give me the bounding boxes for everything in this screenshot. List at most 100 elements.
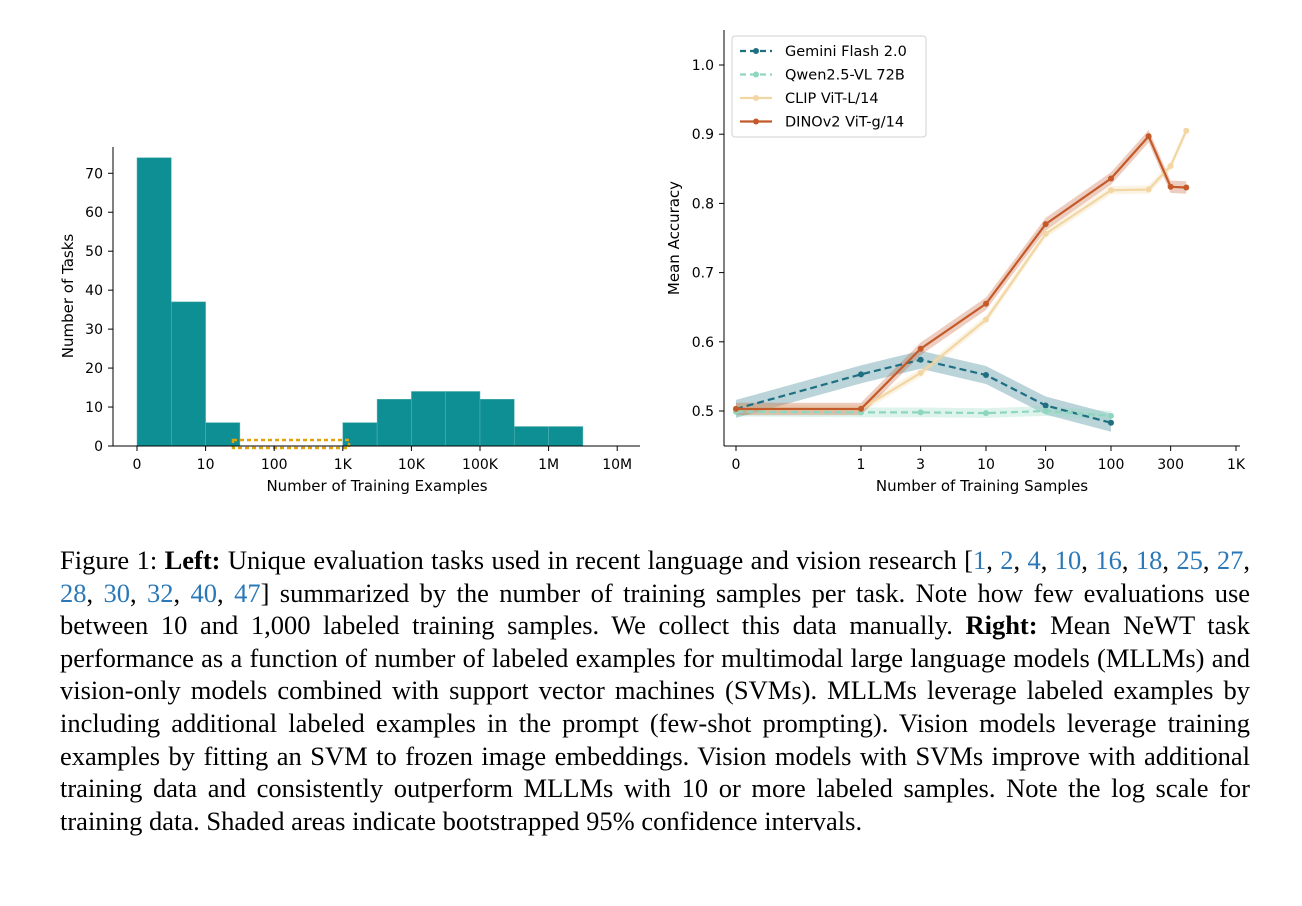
data-point <box>983 300 989 307</box>
line-y-ticks: 0.5 0.6 0.7 0.8 0.9 1.0 <box>692 58 724 420</box>
data-point <box>1167 183 1174 190</box>
citation-link[interactable]: 2 <box>1000 545 1014 575</box>
right-label: Right: <box>965 610 1038 641</box>
histogram-x-tick-label: 100 <box>261 457 288 473</box>
histogram-chart: 0 10 100 1K 10K 100K 1M 10M 0 10 20 30 40 50 60 70 Num… <box>59 147 640 495</box>
histogram-y-tick-label: 60 <box>85 205 103 221</box>
histogram-x-tick-label: 0 <box>133 457 142 473</box>
histogram-y-tick-label: 70 <box>85 166 103 182</box>
line-x-tick-label: 1 <box>857 457 866 473</box>
line-y-tick-label: 0.5 <box>692 404 714 420</box>
citation-link[interactable]: 32 <box>147 577 174 608</box>
citation-link[interactable]: 16 <box>1095 545 1122 575</box>
data-point <box>1108 187 1114 194</box>
legend-label: DINOv2 ViT-g/14 <box>785 115 904 131</box>
legend-label: CLIP ViT-L/14 <box>785 91 879 107</box>
legend-marker <box>753 48 759 54</box>
left-text-1: Unique evaluation tasks used in recent l… <box>220 545 973 575</box>
legend-marker <box>753 71 759 78</box>
data-point <box>1042 408 1049 414</box>
histogram-y-ticks: 0 10 20 30 40 50 60 70 <box>85 166 113 455</box>
line-y-tick-label: 0.6 <box>692 335 714 351</box>
line-x-label: Number of Training Samples <box>876 477 1088 495</box>
histogram-x-tick-label: 1K <box>334 457 353 473</box>
data-point <box>917 356 924 363</box>
histogram-bar <box>376 398 412 447</box>
citation-list: 1, 2, 4, 10, 16, 18, 25, 27, 28, 30, 32,… <box>60 545 1251 608</box>
data-point <box>1042 221 1049 228</box>
histogram-y-tick-label: 50 <box>85 244 103 260</box>
histogram-x-tick-label: 10 <box>197 457 215 473</box>
legend-label: Gemini Flash 2.0 <box>785 44 907 60</box>
line-chart: 0 1 3 10 30 100 300 1K 0.5 0.6 0.7 0.8 0.9 1.0 Numbe… <box>665 30 1246 495</box>
confidence-band <box>736 130 1187 416</box>
line-y-label: Mean Accuracy <box>665 181 683 295</box>
histogram-bar <box>514 426 549 447</box>
confidence-bands <box>736 126 1187 432</box>
legend-marker <box>753 118 759 125</box>
histogram-bar <box>136 157 172 447</box>
data-point <box>1145 133 1152 140</box>
histogram-y-tick-label: 20 <box>85 361 103 377</box>
data-point <box>983 372 989 379</box>
data-point <box>733 405 739 412</box>
line-series <box>733 127 1190 426</box>
line-y-tick-label: 0.9 <box>692 127 714 143</box>
citation-link[interactable]: 18 <box>1135 545 1163 575</box>
histogram-x-tick-label: 100K <box>462 457 499 473</box>
legend-label: Qwen2.5-VL 72B <box>785 68 905 84</box>
legend-frame <box>731 35 927 138</box>
figure-label: Figure 1: <box>60 545 165 575</box>
histogram-x-tick-label: 1M <box>538 457 559 473</box>
histogram-bar <box>342 422 378 447</box>
data-point <box>983 316 989 323</box>
data-point <box>1167 163 1174 170</box>
histogram-y-tick-label: 40 <box>85 283 103 299</box>
citation-link[interactable]: 1 <box>972 545 987 575</box>
histogram-bar <box>479 398 515 447</box>
right-text: Mean NeWT task performance as a function… <box>60 610 1250 836</box>
data-point <box>1183 127 1190 134</box>
histogram-y-tick-label: 30 <box>85 322 103 338</box>
citation-link[interactable]: 30 <box>103 577 131 608</box>
line-x-tick-label: 10 <box>977 457 995 473</box>
line-x-tick-label: 30 <box>1037 457 1055 473</box>
data-point <box>1145 186 1152 193</box>
histogram-bars <box>136 157 584 447</box>
citation-link[interactable]: 40 <box>190 577 218 608</box>
data-point <box>858 405 864 412</box>
highlight-box <box>231 438 351 450</box>
confidence-band <box>736 350 1111 432</box>
citation-link[interactable]: 27 <box>1216 545 1244 575</box>
citation-link[interactable]: 25 <box>1176 545 1203 575</box>
data-point <box>1108 419 1114 426</box>
line-x-tick-label: 3 <box>916 457 925 473</box>
legend: Gemini Flash 2.0 Qwen2.5-VL 72B CLIP ViT-L… <box>731 35 927 138</box>
histogram-y-tick-label: 10 <box>85 400 103 416</box>
citation-link[interactable]: 10 <box>1054 545 1082 575</box>
data-point <box>917 409 924 416</box>
line-y-tick-label: 0.7 <box>692 266 714 282</box>
histogram-bar <box>171 301 206 447</box>
citation-link[interactable]: 47 <box>234 577 261 608</box>
histogram-x-tick-label: 10M <box>602 457 632 473</box>
data-point <box>917 345 924 352</box>
histogram-bar <box>411 391 446 447</box>
series-line <box>735 358 1112 424</box>
data-point <box>1183 184 1190 191</box>
left-label: Left: <box>164 545 221 575</box>
data-point <box>1108 412 1114 419</box>
data-point <box>858 371 864 378</box>
histogram-x-tick-label: 10K <box>398 457 426 473</box>
citation-link[interactable]: 4 <box>1027 545 1041 575</box>
left-text-2: ] summarized by the number of training s… <box>60 577 1251 641</box>
histogram-bar <box>205 422 241 447</box>
line-x-tick-label: 0 <box>732 457 741 473</box>
histogram-bar <box>445 391 481 447</box>
line-y-tick-label: 1.0 <box>692 58 714 74</box>
histogram-y-tick-label: 0 <box>94 439 103 455</box>
data-point <box>1042 230 1049 237</box>
citation-link[interactable]: 28 <box>60 577 87 608</box>
figure-caption: Figure 1: Left: Unique evaluation tasks … <box>60 544 1250 837</box>
